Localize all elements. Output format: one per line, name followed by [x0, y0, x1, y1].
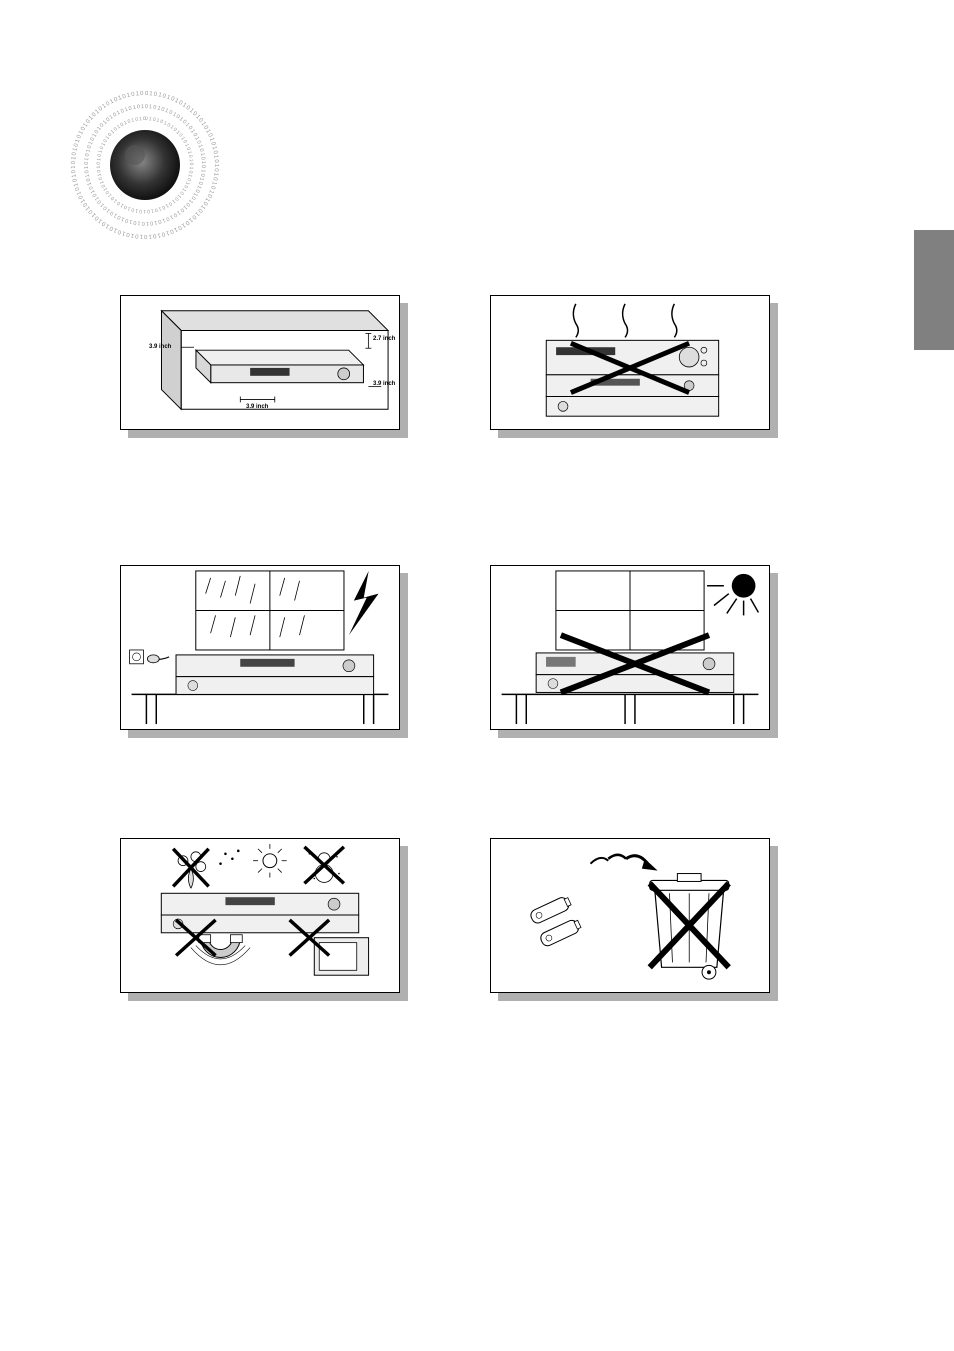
- measurement-bottom: 3.9 inch: [246, 404, 268, 410]
- lightning-svg: [121, 566, 399, 729]
- sunlight-svg: [491, 566, 769, 729]
- logo-svg: 0101010101010101010101010101010101010101…: [60, 80, 230, 250]
- measurement-top: 2.7 inch: [373, 336, 395, 342]
- illustration-stacking: [490, 295, 770, 430]
- illustration-lightning: [120, 565, 400, 730]
- environment-svg: [121, 839, 399, 992]
- stacking-svg: [491, 296, 769, 429]
- measurement-right: 3.9 inch: [373, 381, 395, 387]
- illustration-sunlight: [490, 565, 770, 730]
- illustration-ventilation: 2.7 inch 3.9 inch 3.9 inch 3.9 inch: [120, 295, 400, 430]
- illustration-battery-disposal: [490, 838, 770, 993]
- illustration-environment: [120, 838, 400, 993]
- measurement-left: 3.9 inch: [149, 344, 171, 350]
- page-tab: [914, 230, 954, 350]
- logo-binary-lens: 0101010101010101010101010101010101010101…: [60, 80, 230, 250]
- battery-svg: [491, 839, 769, 992]
